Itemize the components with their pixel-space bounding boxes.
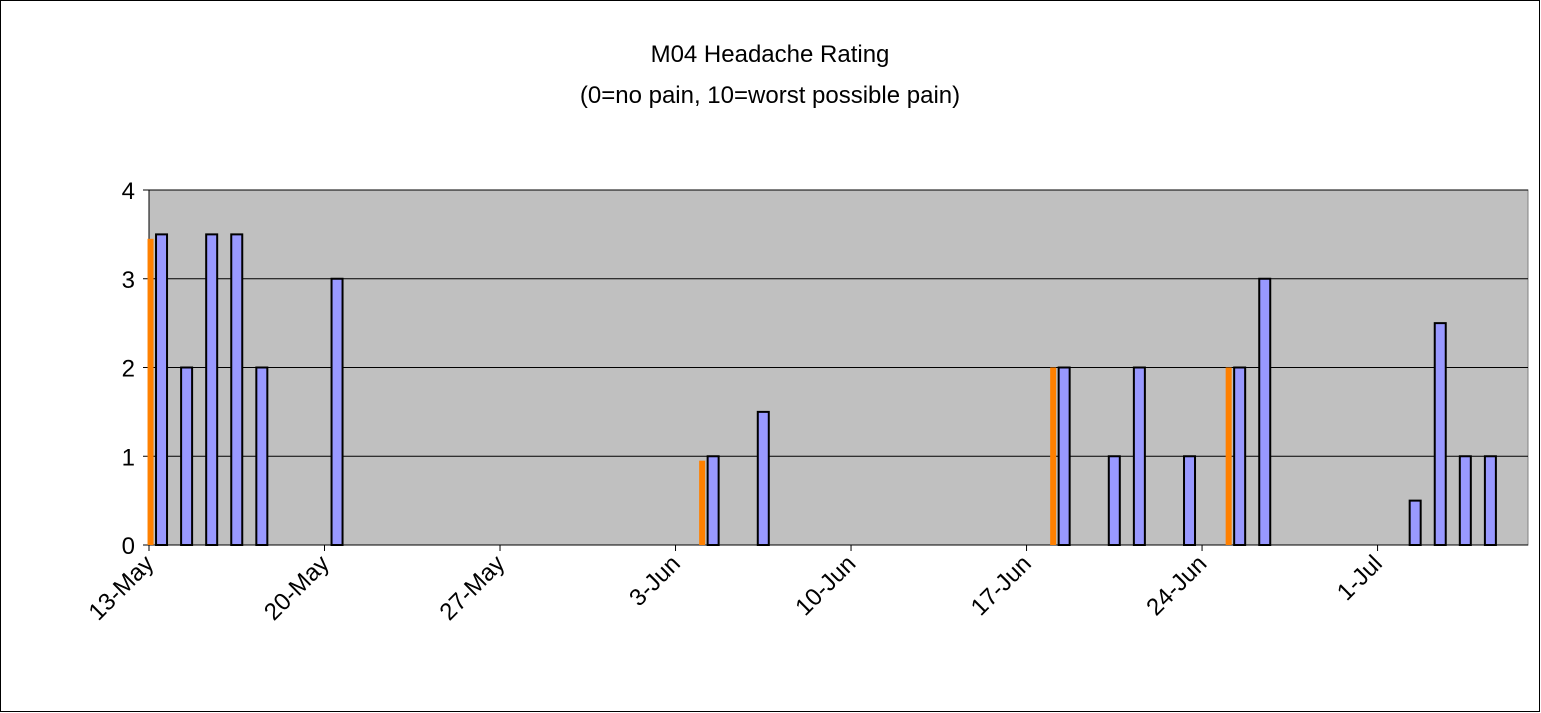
y-tick-label: 1 <box>122 444 135 471</box>
chart-subtitle: (0=no pain, 10=worst possible pain) <box>580 82 960 109</box>
bar <box>1433 322 1447 546</box>
bar <box>147 238 154 545</box>
bar <box>1107 455 1121 546</box>
bar <box>699 460 706 545</box>
bar <box>1057 366 1071 546</box>
bar <box>180 366 194 546</box>
bar <box>1050 367 1057 545</box>
bar <box>1132 366 1146 546</box>
bar <box>1225 367 1232 545</box>
y-tick-label: 4 <box>122 178 135 205</box>
bar <box>255 366 269 546</box>
bar <box>155 233 169 546</box>
bar <box>330 277 344 546</box>
y-tick-label: 3 <box>122 267 135 294</box>
bar <box>706 455 720 546</box>
bar <box>1258 277 1272 546</box>
bar <box>205 233 219 546</box>
bar <box>230 233 244 546</box>
bar <box>1458 455 1472 546</box>
bar <box>756 410 770 546</box>
chart-title: M04 Headache Rating <box>651 41 890 68</box>
bar <box>1183 455 1197 546</box>
bar <box>1483 455 1497 546</box>
bar <box>1408 499 1422 546</box>
bar <box>1233 366 1247 546</box>
y-tick-label: 0 <box>122 533 135 560</box>
y-tick-label: 2 <box>122 356 135 383</box>
